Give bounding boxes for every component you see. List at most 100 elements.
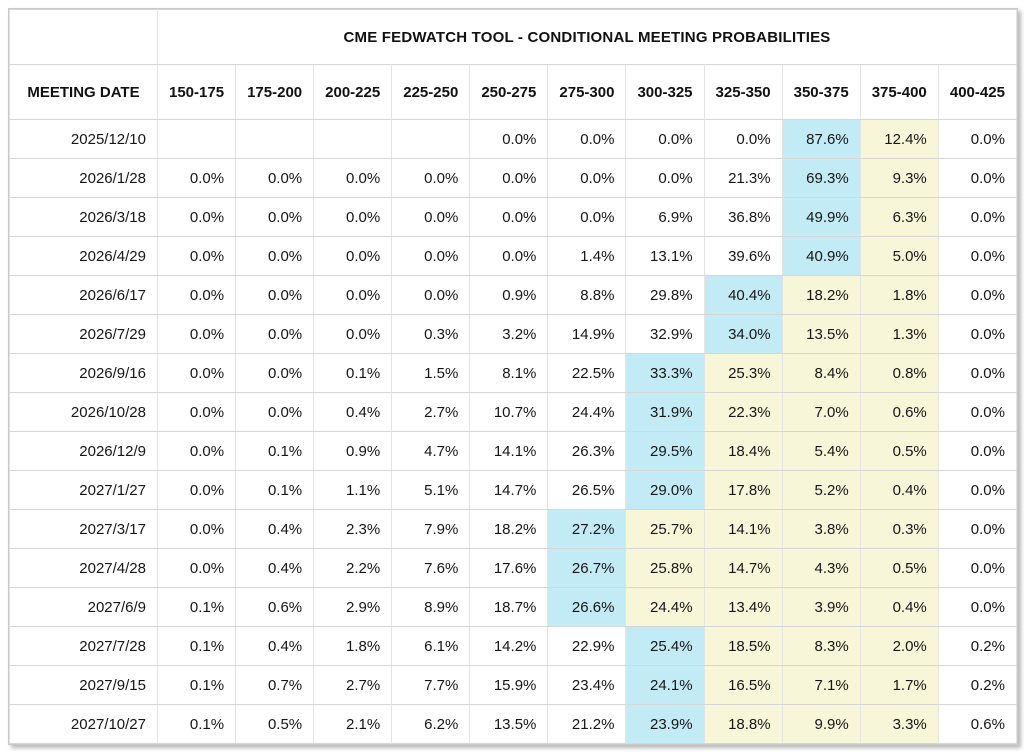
- probability-cell: 12.4%: [859, 119, 939, 159]
- probability-cell: 0.6%: [235, 587, 315, 627]
- probability-cell: 1.5%: [391, 353, 471, 393]
- probability-table-body: 2025/12/10 0.0% 0.0% 0.0% 0.0% 87.6% 12.4% 0.0%…: [9, 119, 1018, 744]
- probability-cell: 9.9%: [781, 704, 861, 744]
- probability-cell: 13.5%: [781, 314, 861, 354]
- probability-cell: 0.0%: [937, 158, 1018, 198]
- probability-cell: 14.1%: [469, 431, 549, 471]
- probability-cell: 0.1%: [313, 353, 393, 393]
- meeting-date-cell: 2027/6/9: [9, 587, 158, 627]
- probability-cell: 13.5%: [469, 704, 549, 744]
- meeting-date-cell: 2027/9/15: [9, 665, 158, 705]
- probability-cell: 0.0%: [937, 353, 1018, 393]
- probability-cell: 0.4%: [313, 392, 393, 432]
- probability-cell: 8.9%: [391, 587, 471, 627]
- table-row: 2026/6/17 0.0% 0.0% 0.0% 0.0% 0.9% 8.8% 29.8% 40…: [9, 275, 1018, 315]
- probability-cell: 0.0%: [235, 392, 315, 432]
- probability-cell: 18.4%: [703, 431, 783, 471]
- probability-cell: 1.4%: [547, 236, 627, 276]
- table-row: 2026/9/16 0.0% 0.0% 0.1% 1.5% 8.1% 22.5% 33.3% 2…: [9, 353, 1018, 393]
- probability-cell: [235, 119, 315, 159]
- probability-cell: 0.5%: [859, 431, 939, 471]
- probability-cell: 23.9%: [625, 704, 705, 744]
- probability-cell: 0.0%: [937, 470, 1018, 510]
- meeting-date-cell: 2026/12/9: [9, 431, 158, 471]
- probability-cell: 22.9%: [547, 626, 627, 666]
- table-row: 2027/6/9 0.1% 0.6% 2.9% 8.9% 18.7% 26.6% 24.4% 1…: [9, 587, 1018, 627]
- probability-cell: 32.9%: [625, 314, 705, 354]
- probability-cell: 0.0%: [937, 392, 1018, 432]
- probability-cell: 0.0%: [235, 236, 315, 276]
- probability-cell: 0.4%: [859, 587, 939, 627]
- probability-cell: 0.0%: [469, 158, 549, 198]
- probability-cell: 0.0%: [391, 275, 471, 315]
- meeting-date-cell: 2026/1/28: [9, 158, 158, 198]
- probability-cell: 0.0%: [313, 314, 393, 354]
- probability-cell: 0.5%: [235, 704, 315, 744]
- table-row: 2026/4/29 0.0% 0.0% 0.0% 0.0% 0.0% 1.4% 13.1% 39…: [9, 236, 1018, 276]
- probability-cell: 21.3%: [703, 158, 783, 198]
- probability-cell: 40.4%: [703, 275, 783, 315]
- table-row: 2026/3/18 0.0% 0.0% 0.0% 0.0% 0.0% 0.0% 6.9% 36.…: [9, 197, 1018, 237]
- probability-cell: 0.0%: [235, 158, 315, 198]
- corner-cell: [9, 9, 158, 65]
- probability-cell: 14.2%: [469, 626, 549, 666]
- probability-cell: 0.4%: [235, 626, 315, 666]
- probability-cell: 0.0%: [469, 236, 549, 276]
- probability-cell: 24.4%: [547, 392, 627, 432]
- probability-cell: 0.0%: [625, 158, 705, 198]
- probability-cell: 1.3%: [859, 314, 939, 354]
- probability-cell: 22.5%: [547, 353, 627, 393]
- probability-cell: 6.2%: [391, 704, 471, 744]
- probability-cell: 14.1%: [703, 509, 783, 549]
- probability-cell: 14.9%: [547, 314, 627, 354]
- fedwatch-table-container: CME FEDWATCH TOOL - CONDITIONAL MEETING …: [8, 8, 1018, 745]
- rate-range-column-header: 350-375: [781, 64, 861, 120]
- probability-cell: 0.4%: [235, 548, 315, 588]
- probability-cell: 0.1%: [235, 470, 315, 510]
- probability-cell: 0.0%: [937, 275, 1018, 315]
- probability-cell: 15.9%: [469, 665, 549, 705]
- meeting-date-column-header: MEETING DATE: [9, 64, 158, 120]
- probability-cell: 27.2%: [547, 509, 627, 549]
- probability-cell: 7.0%: [781, 392, 861, 432]
- probability-cell: 25.3%: [703, 353, 783, 393]
- probability-cell: 16.5%: [703, 665, 783, 705]
- probability-cell: 0.1%: [235, 431, 315, 471]
- probability-cell: 0.0%: [937, 236, 1018, 276]
- probability-cell: 26.7%: [547, 548, 627, 588]
- probability-cell: 23.4%: [547, 665, 627, 705]
- probability-cell: 0.0%: [469, 197, 549, 237]
- probability-cell: 0.0%: [313, 236, 393, 276]
- table-row: 2025/12/10 0.0% 0.0% 0.0% 0.0% 87.6% 12.4% 0.0%: [9, 119, 1018, 159]
- probability-cell: 3.8%: [781, 509, 861, 549]
- probability-cell: 29.0%: [625, 470, 705, 510]
- rate-range-column-header: 400-425: [937, 64, 1018, 120]
- probability-cell: 3.2%: [469, 314, 549, 354]
- probability-cell: 39.6%: [703, 236, 783, 276]
- table-row: 2027/10/27 0.1% 0.5% 2.1% 6.2% 13.5% 21.2% 23.9…: [9, 704, 1018, 744]
- meeting-date-cell: 2026/10/28: [9, 392, 158, 432]
- probability-cell: 31.9%: [625, 392, 705, 432]
- probability-cell: 0.0%: [937, 197, 1018, 237]
- probability-cell: 24.4%: [625, 587, 705, 627]
- probability-cell: 2.3%: [313, 509, 393, 549]
- probability-cell: 29.5%: [625, 431, 705, 471]
- probability-cell: 2.1%: [313, 704, 393, 744]
- probability-cell: 0.0%: [156, 509, 237, 549]
- probability-cell: 21.2%: [547, 704, 627, 744]
- probability-cell: 25.4%: [625, 626, 705, 666]
- probability-cell: 0.2%: [937, 626, 1018, 666]
- probability-cell: 9.3%: [859, 158, 939, 198]
- probability-cell: 4.3%: [781, 548, 861, 588]
- probability-cell: 0.6%: [859, 392, 939, 432]
- probability-cell: 18.7%: [469, 587, 549, 627]
- table-row: 2026/7/29 0.0% 0.0% 0.0% 0.3% 3.2% 14.9% 32.9% 3…: [9, 314, 1018, 354]
- probability-cell: 0.0%: [156, 197, 237, 237]
- meeting-date-cell: 2026/3/18: [9, 197, 158, 237]
- probability-cell: 0.0%: [156, 548, 237, 588]
- table-row: 2027/9/15 0.1% 0.7% 2.7% 7.7% 15.9% 23.4% 24.1%…: [9, 665, 1018, 705]
- table-row: 2027/7/28 0.1% 0.4% 1.8% 6.1% 14.2% 22.9% 25.4%…: [9, 626, 1018, 666]
- probability-cell: [391, 119, 471, 159]
- probability-cell: 25.7%: [625, 509, 705, 549]
- probability-cell: 14.7%: [469, 470, 549, 510]
